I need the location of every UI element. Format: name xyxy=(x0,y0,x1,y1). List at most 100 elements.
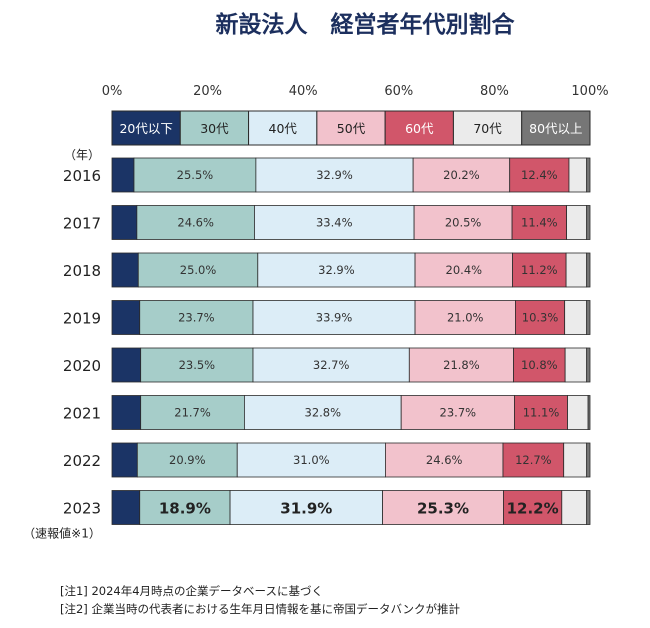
legend-swatch xyxy=(248,110,318,146)
data-label: 23.7% xyxy=(440,406,477,420)
data-label: 31.0% xyxy=(293,453,330,467)
bar-segment xyxy=(514,395,568,430)
y-category-label: 2020 xyxy=(63,357,101,375)
y-category-label: 2021 xyxy=(63,405,101,423)
data-label: 32.7% xyxy=(313,358,350,372)
bar-segment xyxy=(252,347,410,383)
legend-label: 50代 xyxy=(337,121,366,136)
bar-segment xyxy=(111,157,135,193)
legend-label: 60代 xyxy=(405,121,434,136)
data-label: 31.9% xyxy=(280,500,332,518)
bar-segment xyxy=(586,205,591,240)
data-label: 23.5% xyxy=(179,358,216,372)
bar-segment xyxy=(586,252,591,288)
data-label: 12.7% xyxy=(515,453,552,467)
bar-segment xyxy=(244,395,402,430)
bar-segment xyxy=(502,442,565,478)
y-category-note: （速報値※1） xyxy=(23,526,101,541)
bar-segment xyxy=(137,252,259,288)
legend-label: 20代以下 xyxy=(119,121,172,136)
bar-segment xyxy=(413,205,513,240)
y-category-label: 2023 xyxy=(63,500,101,518)
bar-segment xyxy=(255,157,414,193)
data-label: 20.5% xyxy=(445,216,482,230)
legend-swatch xyxy=(179,110,250,146)
x-tick-label: 80% xyxy=(480,84,509,99)
bar-segment xyxy=(586,442,591,478)
bar-segment xyxy=(229,490,383,525)
bar-segment xyxy=(563,442,588,478)
data-label: 12.2% xyxy=(507,500,559,518)
bar-segment xyxy=(412,157,511,193)
data-label: 25.3% xyxy=(417,500,469,518)
x-tick-label: 40% xyxy=(289,84,318,99)
y-category-label: 2019 xyxy=(63,310,101,328)
bar-segment xyxy=(382,490,504,525)
bar-segment xyxy=(252,300,416,335)
x-tick-label: 0% xyxy=(102,84,123,99)
data-label: 23.7% xyxy=(178,311,215,325)
data-label: 11.4% xyxy=(521,216,558,230)
bar-segment xyxy=(111,300,141,335)
bar-segment xyxy=(414,252,513,288)
bar-segment xyxy=(512,252,567,288)
bar-segment xyxy=(564,300,588,335)
legend-swatch xyxy=(111,110,181,146)
bar-segment xyxy=(568,157,588,193)
bar-segment xyxy=(111,252,139,288)
data-label: 24.6% xyxy=(177,216,214,230)
data-label: 32.9% xyxy=(318,263,355,277)
bar-segment xyxy=(564,347,588,383)
bar-segment xyxy=(257,252,416,288)
y-category-label: 2016 xyxy=(63,167,101,185)
bar-segment xyxy=(414,300,516,335)
bar-segment xyxy=(503,490,563,525)
bar-segment xyxy=(587,395,591,430)
bar-segment xyxy=(111,347,142,383)
legend-label: 40代 xyxy=(269,121,298,136)
bar-segment xyxy=(136,205,255,240)
bar-segment xyxy=(111,395,142,430)
data-label: 20.9% xyxy=(169,453,206,467)
y-axis-unit-label: （年） xyxy=(64,148,100,162)
bar-segment xyxy=(139,490,231,525)
legend-swatch xyxy=(384,110,454,146)
data-label: 32.9% xyxy=(316,168,353,182)
data-label: 10.3% xyxy=(522,311,559,325)
data-label: 33.4% xyxy=(316,216,353,230)
bar-segment xyxy=(586,300,591,335)
bar-segment xyxy=(567,395,589,430)
data-label: 21.7% xyxy=(174,406,211,420)
data-label: 21.0% xyxy=(447,311,484,325)
data-label: 20.2% xyxy=(443,168,480,182)
y-category-label: 2018 xyxy=(63,262,101,280)
bar-segment xyxy=(515,300,566,335)
bar-segment xyxy=(385,442,504,478)
bar-segment xyxy=(513,347,566,383)
footnote-2: [注2] 企業当時の代表者における生年月日情報を基に帝国データバンクが推計 xyxy=(60,602,461,616)
y-category-label: 2022 xyxy=(63,452,101,470)
data-label: 25.5% xyxy=(177,168,214,182)
data-label: 32.8% xyxy=(305,406,342,420)
bar-segment xyxy=(140,395,245,430)
data-label: 10.8% xyxy=(521,358,558,372)
data-label: 18.9% xyxy=(159,500,211,518)
x-tick-label: 100% xyxy=(571,84,608,99)
data-label: 12.4% xyxy=(521,168,558,182)
data-label: 21.8% xyxy=(443,358,480,372)
data-label: 33.9% xyxy=(316,311,353,325)
legend-swatch xyxy=(452,110,523,146)
legend-label: 70代 xyxy=(473,121,502,136)
bar-segment xyxy=(139,300,254,335)
bar-segment xyxy=(111,490,141,525)
bar-segment xyxy=(111,442,138,478)
x-tick-label: 20% xyxy=(193,84,222,99)
bar-segment xyxy=(561,490,588,525)
legend-label: 80代以上 xyxy=(529,121,582,136)
data-label: 11.2% xyxy=(521,263,558,277)
bar-segment xyxy=(586,157,591,193)
bar-segment xyxy=(586,347,591,383)
bar-segment xyxy=(133,157,257,193)
bar-segment xyxy=(586,490,591,525)
